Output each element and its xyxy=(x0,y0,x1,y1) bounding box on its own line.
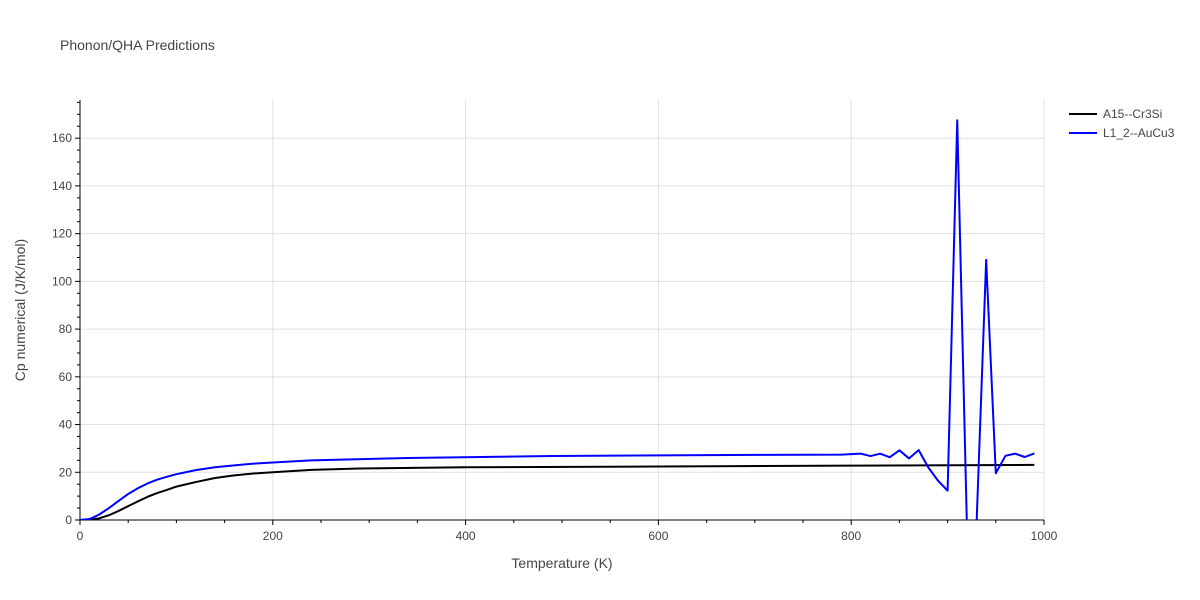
legend-item[interactable]: A15--Cr3Si xyxy=(1069,107,1162,121)
x-tick-label: 400 xyxy=(456,529,476,543)
y-tick-label: 40 xyxy=(59,418,73,432)
y-tick-label: 0 xyxy=(65,513,72,527)
legend[interactable]: A15--Cr3Si L1_2--AuCu3 xyxy=(1069,107,1175,140)
gridlines xyxy=(80,100,1045,520)
x-axis-label: Temperature (K) xyxy=(511,555,612,571)
x-tick-label: 0 xyxy=(77,529,84,543)
y-tick-label: 60 xyxy=(59,370,73,384)
axes xyxy=(75,100,1045,525)
x-tick-labels: 0 200 400 600 800 1000 xyxy=(77,529,1058,543)
series-line-1 xyxy=(80,463,1035,520)
x-tick-label: 800 xyxy=(841,529,861,543)
legend-label: L1_2--AuCu3 xyxy=(1103,126,1175,140)
y-tick-label: 20 xyxy=(59,465,73,479)
y-tick-label: 140 xyxy=(52,179,72,193)
y-tick-label: 80 xyxy=(59,322,73,336)
legend-label: A15--Cr3Si xyxy=(1103,107,1162,121)
y-axis-label: Cp numerical (J/K/mol) xyxy=(12,239,28,381)
y-tick-labels: 0 20 40 60 80 100 120 140 160 xyxy=(52,131,72,527)
chart-title: Phonon/QHA Predictions xyxy=(60,37,215,53)
y-tick-label: 160 xyxy=(52,131,72,145)
series-layer xyxy=(80,119,1035,520)
x-tick-label: 1000 xyxy=(1031,529,1058,543)
series-line-2 xyxy=(80,119,1035,520)
y-tick-label: 120 xyxy=(52,227,72,241)
x-tick-label: 200 xyxy=(263,529,283,543)
y-tick-label: 100 xyxy=(52,274,72,288)
x-tick-label: 600 xyxy=(648,529,668,543)
legend-item[interactable]: L1_2--AuCu3 xyxy=(1069,126,1175,140)
